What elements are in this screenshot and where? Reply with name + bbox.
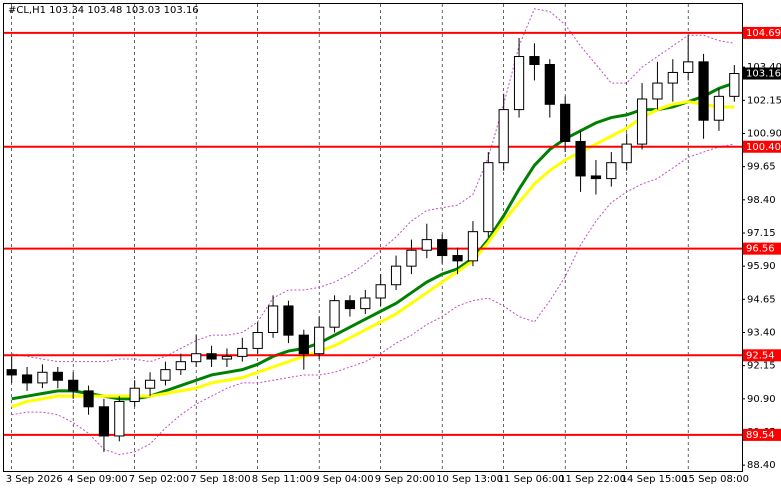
candle-body [498, 109, 509, 164]
candle-body [667, 71, 678, 84]
candle-body [483, 162, 494, 233]
candle-body [467, 231, 479, 262]
candle-body [329, 300, 340, 328]
candle-body [344, 300, 356, 310]
candle-body [52, 371, 63, 381]
level-label: 92.54 [746, 350, 775, 361]
candle-body [160, 369, 171, 381]
level-tag [743, 349, 781, 362]
candle-body [175, 361, 186, 371]
x-tick-label: 7 Sep 18:00 [190, 474, 250, 485]
y-tick-label: 99.65 [747, 162, 776, 173]
level-tag [743, 26, 781, 39]
candle-body [360, 297, 371, 310]
y-tick-label: 95.90 [747, 261, 776, 272]
candle-body [267, 305, 279, 333]
candle-body [237, 347, 248, 357]
candle-body [452, 255, 463, 262]
y-tick-label: 94.65 [747, 294, 776, 305]
candle-body [83, 390, 94, 408]
x-tick-label: 11 Sep 22:00 [559, 474, 626, 485]
level-tag [743, 242, 781, 255]
candle-body [652, 82, 663, 100]
indicator-line [11, 143, 735, 456]
candle-body [21, 374, 33, 384]
candle-body [713, 95, 725, 121]
x-tick-label: 10 Sep 13:00 [436, 474, 503, 485]
level-label: 89.54 [746, 430, 775, 441]
plot-frame [3, 3, 743, 472]
x-tick-label: 9 Sep 20:00 [375, 474, 435, 485]
candle-body [698, 61, 709, 121]
y-tick-label: 88.40 [747, 460, 776, 471]
candle-body [144, 379, 156, 389]
indicator-line [11, 8, 735, 363]
x-tick-label: 14 Sep 15:00 [621, 474, 688, 485]
candle-body [606, 162, 617, 180]
candle-body [683, 61, 694, 73]
candle-body [421, 239, 432, 251]
level-label: 96.56 [746, 244, 775, 255]
x-tick-label: 3 Sep 2026 [6, 474, 63, 485]
candle-body [729, 73, 740, 97]
candle-body [529, 56, 540, 65]
y-tick-label: 90.90 [747, 394, 776, 405]
x-tick-label: 11 Sep 06:00 [498, 474, 565, 485]
candle-body [406, 249, 417, 267]
y-tick-label: 97.15 [747, 228, 776, 239]
candle-body [191, 353, 202, 363]
y-tick-label: 100.90 [747, 128, 781, 139]
x-tick-label: 9 Sep 04:00 [313, 474, 373, 485]
candle-body [252, 331, 263, 349]
candle-body [375, 284, 386, 299]
price-label: 103.16 [746, 69, 781, 80]
y-tick-label: 93.40 [747, 327, 776, 338]
level-tag [743, 428, 781, 441]
candle-body [636, 98, 648, 145]
level-tag [743, 140, 781, 153]
candle-body [621, 143, 632, 164]
level-label: 104.69 [746, 28, 781, 39]
candle-body [206, 353, 217, 360]
y-tick-label: 102.15 [747, 95, 781, 106]
x-tick-label: 15 Sep 08:00 [682, 474, 749, 485]
candle-body [6, 369, 17, 376]
candle-body [221, 355, 233, 360]
candle-body [68, 379, 79, 392]
candle-body [98, 406, 110, 437]
candle-body [513, 56, 525, 111]
candle-body [390, 265, 402, 286]
candle-body [544, 63, 555, 105]
y-tick-label: 92.15 [747, 361, 776, 372]
x-tick-label: 7 Sep 02:00 [129, 474, 189, 485]
x-tick-label: 8 Sep 11:00 [252, 474, 312, 485]
candle-body [114, 400, 125, 437]
candle-body [560, 103, 571, 142]
level-label: 100.40 [746, 142, 781, 153]
candle-body [283, 305, 294, 336]
price-tag [743, 67, 781, 80]
candle-body [314, 326, 325, 355]
x-tick-label: 4 Sep 09:00 [67, 474, 127, 485]
candle-body [37, 371, 48, 384]
candle-body [575, 140, 586, 177]
y-tick-label: 98.40 [747, 195, 776, 206]
candle-body [590, 175, 602, 180]
chart-title: #CL,H1 103.34 103.48 103.03 103.16 [8, 5, 199, 16]
candle-body [129, 387, 140, 402]
candle-body [437, 239, 448, 257]
candle-body [298, 334, 309, 355]
